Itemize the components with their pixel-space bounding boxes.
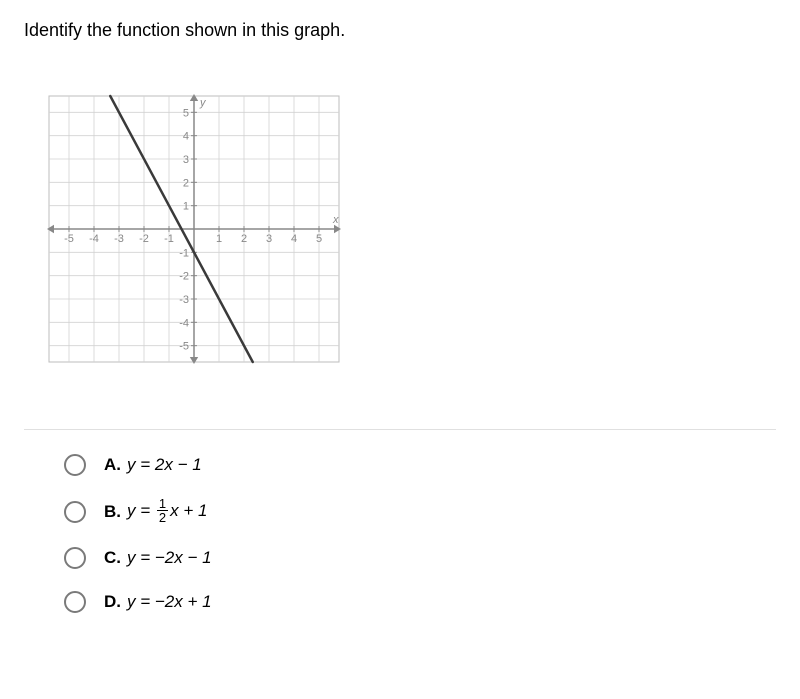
svg-text:3: 3 [266,233,272,245]
svg-text:-4: -4 [179,317,189,329]
option-letter: C. [104,548,121,568]
option-equation: y = −2x + 1 [127,592,212,612]
option-a[interactable]: A. y = 2x − 1 [64,454,776,476]
option-equation: y = −2x − 1 [127,548,212,568]
option-b[interactable]: B. y = 12x + 1 [64,498,776,525]
question-text: Identify the function shown in this grap… [24,20,776,41]
graph-panel: -5-4-3-2-112345-5-4-3-2-112345xy [24,69,364,389]
svg-text:1: 1 [183,201,189,213]
radio-icon[interactable] [64,501,86,523]
svg-text:-5: -5 [179,341,189,353]
svg-text:3: 3 [183,154,189,166]
svg-text:5: 5 [183,107,189,119]
option-equation: y = 12x + 1 [127,498,207,525]
radio-icon[interactable] [64,591,86,613]
svg-text:-3: -3 [179,294,189,306]
svg-text:2: 2 [241,233,247,245]
svg-text:-3: -3 [114,233,124,245]
option-c[interactable]: C. y = −2x − 1 [64,547,776,569]
svg-text:2: 2 [183,177,189,189]
option-d[interactable]: D. y = −2x + 1 [64,591,776,613]
svg-text:4: 4 [183,131,189,143]
svg-text:x: x [332,214,339,226]
svg-text:-2: -2 [179,271,189,283]
svg-text:-5: -5 [64,233,74,245]
svg-text:-4: -4 [89,233,99,245]
graph-svg: -5-4-3-2-112345-5-4-3-2-112345xy [24,69,364,389]
answer-options: A. y = 2x − 1 B. y = 12x + 1 C. y = −2x − 1 D.… [24,454,776,613]
svg-text:5: 5 [316,233,322,245]
option-equation: y = 2x − 1 [127,455,202,475]
svg-text:1: 1 [216,233,222,245]
option-letter: D. [104,592,121,612]
option-letter: B. [104,502,121,522]
svg-text:-1: -1 [164,233,174,245]
svg-text:-2: -2 [139,233,149,245]
option-letter: A. [104,455,121,475]
svg-text:-1: -1 [179,247,189,259]
radio-icon[interactable] [64,454,86,476]
svg-text:4: 4 [291,233,297,245]
divider [24,429,776,430]
radio-icon[interactable] [64,547,86,569]
